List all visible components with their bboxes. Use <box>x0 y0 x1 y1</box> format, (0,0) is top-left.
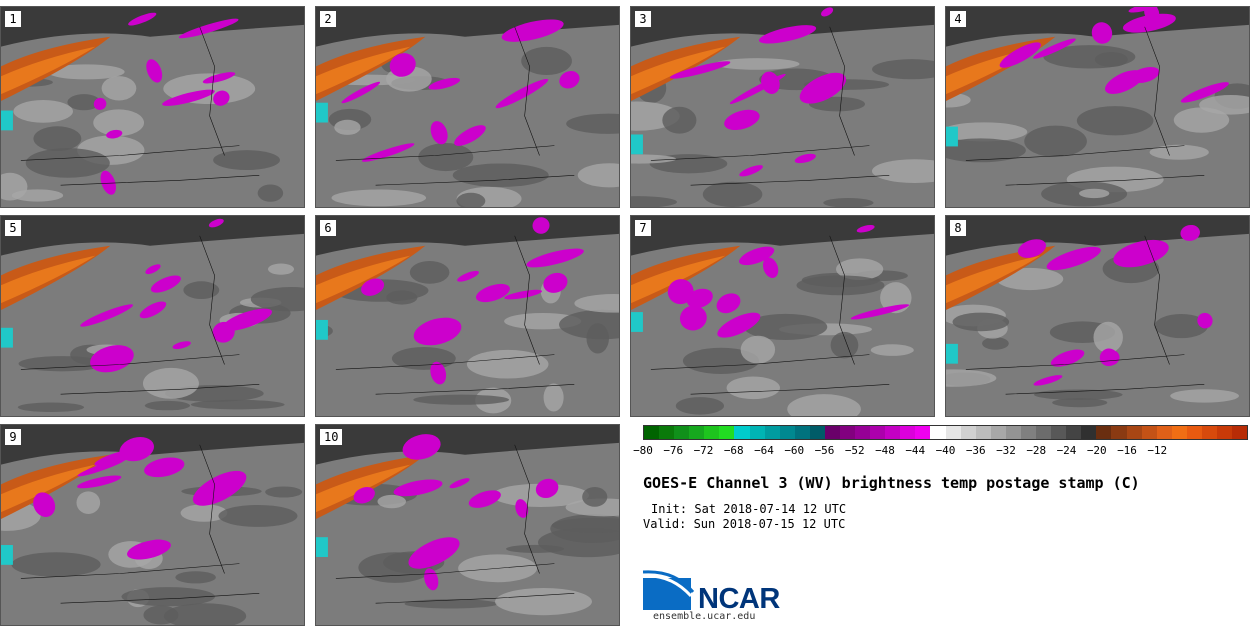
member-label: 4 <box>950 11 966 27</box>
color-scale-tick-label: −60 <box>784 444 805 457</box>
water-vapor-map <box>316 216 619 416</box>
water-vapor-map <box>1 7 304 207</box>
color-scale-segment <box>1216 426 1233 439</box>
color-scale-tick-label: −56 <box>814 444 835 457</box>
color-scale-tick-label: −72 <box>693 444 714 457</box>
color-scale-tick-label: −48 <box>875 444 895 457</box>
color-scale-segment <box>900 426 916 439</box>
valid-time: Valid: Sun 2018-07-15 12 UTC <box>643 517 846 531</box>
color-scale-tick-label: −32 <box>996 444 1016 457</box>
color-scale-tick-label: −36 <box>965 444 986 457</box>
member-label: 5 <box>5 220 21 236</box>
color-scale-tick-label: −20 <box>1086 444 1107 457</box>
color-scale-segment <box>1156 426 1172 439</box>
water-vapor-map <box>631 216 934 416</box>
color-scale-segment <box>990 426 1006 439</box>
color-scale-segment <box>809 426 825 439</box>
color-scale-segment <box>644 426 660 439</box>
water-vapor-map <box>1 425 304 625</box>
color-scale-tick-label: −24 <box>1056 444 1077 457</box>
color-scale-tick-label: −68 <box>723 444 744 457</box>
member-panel-7: 7 <box>630 215 935 417</box>
color-scale-segment <box>1066 426 1082 439</box>
site-url: ensemble.ucar.edu <box>653 611 756 622</box>
member-panel-4: 4 <box>945 6 1250 208</box>
member-panel-1: 1 <box>0 6 305 208</box>
water-vapor-map <box>316 7 619 207</box>
color-scale-segment <box>1141 426 1157 439</box>
color-scale-segment <box>1005 426 1021 439</box>
color-scale-segment <box>1081 426 1097 439</box>
color-scale-segment <box>1020 426 1037 439</box>
member-label: 2 <box>320 11 336 27</box>
member-label: 3 <box>635 11 651 27</box>
plot-title: GOES-E Channel 3 (WV) brightness temp po… <box>643 474 1140 492</box>
color-scale-segment <box>1096 426 1112 439</box>
color-scale-segment <box>1186 426 1202 439</box>
color-scale-segment <box>1201 426 1217 439</box>
ncar-logo-icon <box>643 570 695 610</box>
color-scale-segment <box>1111 426 1127 439</box>
member-panel-5: 5 <box>0 215 305 417</box>
member-panel-6: 6 <box>315 215 620 417</box>
color-scale-segment <box>1171 426 1187 439</box>
color-scale-tick-label: −28 <box>1026 444 1047 457</box>
init-time: Init: Sat 2018-07-14 12 UTC <box>651 502 847 516</box>
color-scale-segment <box>779 426 795 439</box>
member-panel-9: 9 <box>0 424 305 626</box>
color-scale-segment <box>870 426 886 439</box>
color-scale-segment <box>824 426 841 439</box>
color-scale-tick-label: −64 <box>754 444 774 457</box>
member-panel-8: 8 <box>945 215 1250 417</box>
color-scale-segment <box>1051 426 1067 439</box>
color-scale-segment <box>885 426 901 439</box>
color-scale-tick-label: −16 <box>1117 444 1137 457</box>
color-scale-segment <box>930 426 946 439</box>
color-scale-segment <box>915 426 931 439</box>
color-scale-segment <box>840 426 856 439</box>
water-vapor-map <box>316 425 619 625</box>
water-vapor-map <box>1 216 304 416</box>
color-scale-tick-label: −44 <box>905 444 926 457</box>
color-scale-segment <box>1126 426 1142 439</box>
member-label: 7 <box>635 220 651 236</box>
color-scale-segment <box>855 426 871 439</box>
color-scale-tick-label: −52 <box>844 444 865 457</box>
color-scale-segment <box>749 426 765 439</box>
member-label: 8 <box>950 220 966 236</box>
member-label: 10 <box>320 429 343 445</box>
color-scale-segment <box>719 426 735 439</box>
color-scale-tick-label: −76 <box>663 444 684 457</box>
color-scale-segment <box>1232 426 1248 439</box>
color-scale-segment <box>945 426 961 439</box>
water-vapor-map <box>631 7 934 207</box>
member-panel-2: 2 <box>315 6 620 208</box>
member-label: 6 <box>320 220 336 236</box>
logo-wordmark: NCAR <box>698 583 780 615</box>
color-scale-bar <box>643 425 1248 440</box>
color-scale-segment <box>674 426 690 439</box>
color-scale-segment <box>960 426 976 439</box>
color-scale-segment <box>734 426 750 439</box>
member-panel-10: 10 <box>315 424 620 626</box>
color-scale-ticks: −80 −76 −72 −68 −64 −60 −56 −52 −48 −44 −40 −36 −32−… <box>633 444 1248 460</box>
member-panel-3: 3 <box>630 6 935 208</box>
color-scale-segment <box>794 426 810 439</box>
color-scale-segment <box>659 426 675 439</box>
color-scale-segment <box>764 426 780 439</box>
color-scale-tick-label: −40 <box>935 444 956 457</box>
water-vapor-map <box>946 7 1249 207</box>
color-scale-segment <box>1036 426 1052 439</box>
color-scale-segment <box>975 426 991 439</box>
water-vapor-map <box>946 216 1249 416</box>
color-scale-tick-label: −12 <box>1147 444 1168 457</box>
color-scale-segment <box>689 426 705 439</box>
color-scale-tick-label: −80 <box>633 444 653 457</box>
member-label: 1 <box>5 11 21 27</box>
member-label: 9 <box>5 429 21 445</box>
color-scale-segment <box>704 426 720 439</box>
